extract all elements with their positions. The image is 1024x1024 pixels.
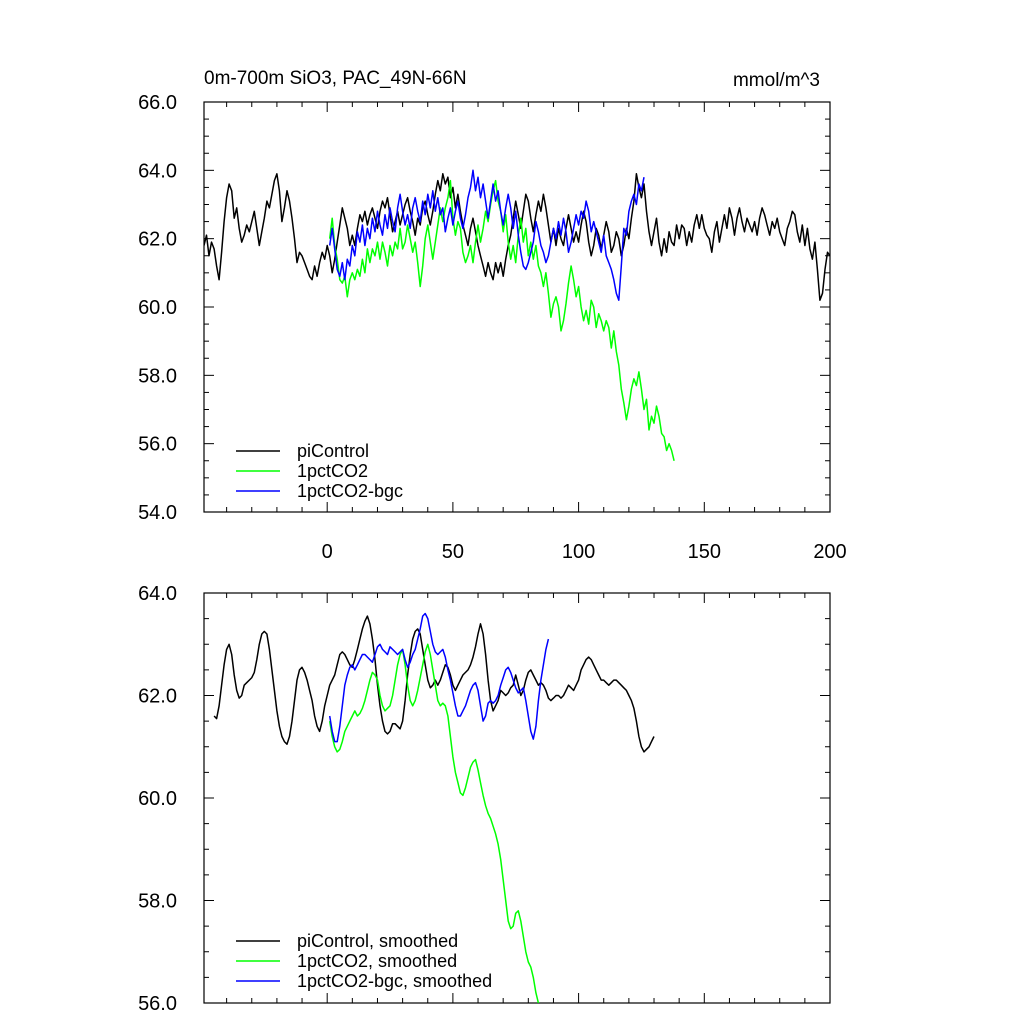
top-series-line-1pctco2-bgc — [328, 169, 645, 301]
top-x-tick-label: 200 — [813, 541, 846, 563]
top-x-tick-label: 50 — [442, 541, 464, 563]
top-x-tick-label: 0 — [322, 541, 333, 563]
top-y-tick-label: 62.0 — [138, 229, 177, 251]
top-y-tick-label: 60.0 — [138, 297, 177, 319]
top-series-line-picontrol — [204, 173, 830, 301]
top-legend-label: piControl — [297, 441, 369, 461]
top-y-tick-label: 64.0 — [138, 160, 177, 182]
top-chart-title: 0m-700m SiO3, PAC_49N-66N — [204, 68, 467, 89]
bottom-legend-label: 1pctCO2-bgc, smoothed — [297, 971, 492, 991]
bottom-y-tick-label: 60.0 — [138, 788, 177, 810]
top-y-tick-label: 54.0 — [138, 502, 177, 524]
bottom-series-line-picontrol-smoothed — [213, 615, 655, 753]
top-legend-label: 1pctCO2-bgc — [297, 481, 403, 501]
top-y-tick-label: 58.0 — [138, 365, 177, 387]
bottom-y-tick-label: 62.0 — [138, 686, 177, 708]
top-legend-label: 1pctCO2 — [297, 461, 368, 481]
bottom-y-tick-label: 64.0 — [138, 583, 177, 605]
bottom-legend-label: piControl, smoothed — [297, 931, 458, 951]
top-y-tick-label: 66.0 — [138, 92, 177, 114]
bottom-legend-label: 1pctCO2, smoothed — [297, 951, 457, 971]
bottom-series-line-1pctco2-smoothed — [328, 643, 540, 1003]
bottom-y-tick-label: 58.0 — [138, 891, 177, 913]
top-x-tick-label: 100 — [562, 541, 595, 563]
top-y-tick-label: 56.0 — [138, 434, 177, 456]
top-chart-units: mmol/m^3 — [733, 70, 820, 91]
top-chart-panel: 54.0 56.0 58.0 60.0 62.0 64.0 66.0 0 50 100 150 200… — [138, 92, 847, 563]
bottom-series-line-1pctco2-bgc-smoothed — [328, 612, 550, 743]
top-x-tick-label: 150 — [688, 541, 721, 563]
bottom-y-tick-label: 56.0 — [138, 993, 177, 1015]
